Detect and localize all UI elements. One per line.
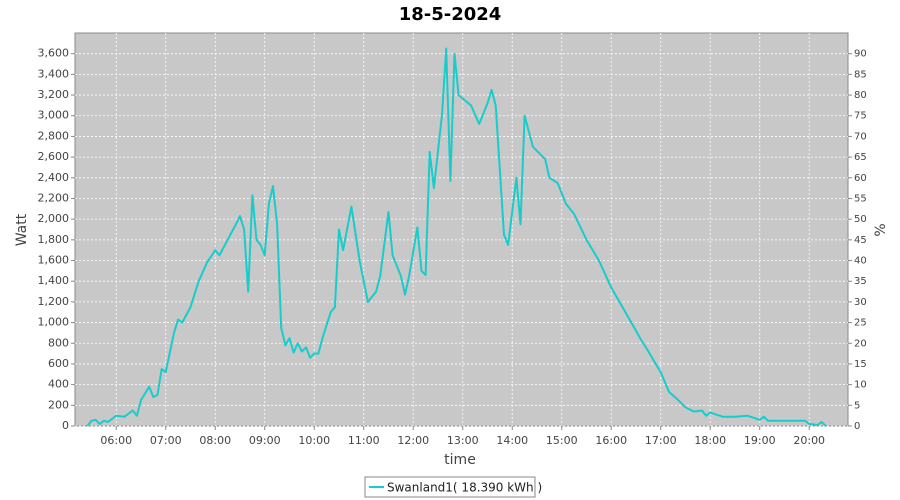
y-tick-label: 2,800 (38, 129, 70, 142)
y-tick-label: 1,600 (38, 254, 70, 267)
plot-area (74, 32, 849, 427)
x-tick-label: 18:00 (694, 434, 726, 447)
y-tick-label: 1,200 (38, 295, 70, 308)
y2-tick-label: 50 (854, 214, 867, 225)
y2-tick-label: 60 (854, 173, 867, 184)
series-line (86, 47, 827, 427)
x-tick-label: 12:00 (397, 434, 429, 447)
x-axis-title: time (444, 452, 476, 468)
y2-tick-label: 75 (854, 111, 867, 122)
y-tick-label: 3,000 (38, 109, 70, 122)
x-tick-label: 07:00 (150, 434, 182, 447)
y2-axis-title: % (873, 223, 889, 236)
y2-tick-label: 5 (854, 400, 860, 411)
y-tick-label: 2,000 (38, 212, 70, 225)
y2-tick-label: 70 (854, 131, 867, 142)
y2-tick-label: 85 (854, 69, 867, 80)
y-tick-label: 3,600 (38, 47, 70, 60)
y2-tick-label: 55 (854, 193, 867, 204)
y-tick-label: 1,800 (38, 233, 70, 246)
y2-tick-label: 45 (854, 235, 867, 246)
y2-tick-label: 65 (854, 152, 867, 163)
y2-tick-label: 20 (854, 338, 867, 349)
y-tick-label: 1,400 (38, 274, 70, 287)
y2-tick-label: 35 (854, 276, 867, 287)
x-tick-label: 06:00 (100, 434, 132, 447)
y2-tick-label: 25 (854, 318, 867, 329)
y2-tick-label: 40 (854, 256, 867, 267)
y-tick-label: 800 (48, 336, 69, 349)
x-tick-label: 08:00 (199, 434, 231, 447)
y2-tick-label: 80 (854, 90, 867, 101)
y2-tick-label: 0 (854, 421, 860, 432)
y-tick-label: 2,400 (38, 171, 70, 184)
x-tick-label: 16:00 (595, 434, 627, 447)
x-tick-label: 10:00 (298, 434, 330, 447)
y-tick-label: 600 (48, 357, 69, 370)
legend-label: Swanland1( 18.390 kWh ) (387, 481, 542, 495)
x-tick-label: 20:00 (793, 434, 825, 447)
y2-tick-label: 90 (854, 49, 867, 60)
y2-tick-label: 30 (854, 297, 867, 308)
x-tick-label: 17:00 (645, 434, 677, 447)
chart-title: 18-5-2024 (399, 4, 502, 25)
y-tick-label: 2,600 (38, 150, 70, 163)
legend (364, 476, 536, 498)
x-tick-label: 13:00 (447, 434, 479, 447)
y-tick-label: 2,200 (38, 191, 70, 204)
x-tick-label: 14:00 (496, 434, 528, 447)
x-tick-label: 09:00 (249, 434, 281, 447)
y-tick-label: 200 (48, 398, 69, 411)
x-tick-label: 19:00 (744, 434, 776, 447)
y-axis-title: Watt (14, 213, 30, 246)
x-tick-label: 15:00 (546, 434, 578, 447)
y2-tick-label: 10 (854, 380, 867, 391)
y-tick-label: 1,000 (38, 316, 70, 329)
y-tick-label: 400 (48, 378, 69, 391)
y-tick-label: 3,200 (38, 88, 70, 101)
y2-tick-label: 15 (854, 359, 867, 370)
x-tick-label: 11:00 (348, 434, 380, 447)
y-tick-label: 3,400 (38, 67, 70, 80)
y-tick-label: 0 (62, 419, 69, 432)
